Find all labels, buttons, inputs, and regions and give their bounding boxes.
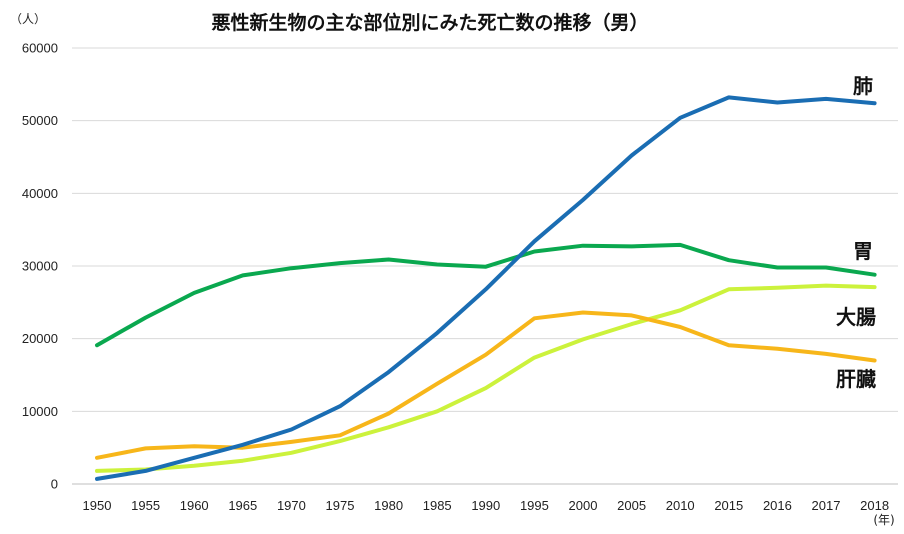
y-axis-ticks: 0 10000 20000 30000 40000 50000 60000 xyxy=(22,41,58,492)
x-tick-label: 1990 xyxy=(471,498,500,513)
x-tick-label: 1950 xyxy=(83,498,112,513)
series-line-colon xyxy=(95,283,877,473)
x-tick-label: 1960 xyxy=(180,498,209,513)
x-axis-unit-label: (年) xyxy=(873,513,894,527)
x-tick-label: 2018 xyxy=(860,498,889,513)
series-line-liver xyxy=(95,310,877,460)
y-tick-label: 30000 xyxy=(22,259,58,274)
x-tick-label: 2005 xyxy=(617,498,646,513)
x-tick-label: 1970 xyxy=(277,498,306,513)
y-tick-label: 50000 xyxy=(22,113,58,128)
gridlines xyxy=(72,47,898,485)
series-line-stomach xyxy=(95,242,877,348)
x-tick-label: 2017 xyxy=(812,498,841,513)
series-line-lung xyxy=(95,95,877,481)
x-tick-label: 2010 xyxy=(666,498,695,513)
x-tick-label: 2016 xyxy=(763,498,792,513)
x-tick-label: 2015 xyxy=(714,498,743,513)
x-tick-label: 1985 xyxy=(423,498,452,513)
series-lines xyxy=(95,95,877,481)
x-axis-ticks: 1950 1955 1960 1965 1970 1975 1980 1985 1990 1995… xyxy=(83,498,890,513)
x-tick-label: 1975 xyxy=(326,498,355,513)
y-tick-label: 40000 xyxy=(22,186,58,201)
x-tick-label: 2000 xyxy=(569,498,598,513)
y-tick-label: 60000 xyxy=(22,41,58,56)
x-tick-label: 1965 xyxy=(228,498,257,513)
x-tick-label: 1955 xyxy=(131,498,160,513)
y-tick-label: 20000 xyxy=(22,331,58,346)
chart-title: 悪性新生物の主な部位別にみた死亡数の推移（男） xyxy=(211,11,648,34)
y-tick-label: 10000 xyxy=(22,404,58,419)
series-label-lung: 肺 xyxy=(853,74,873,98)
x-tick-label: 1980 xyxy=(374,498,403,513)
series-label-liver: 肝臓 xyxy=(836,367,876,391)
y-axis-unit-label: （人） xyxy=(10,12,46,26)
series-labels: 肺 胃 大腸 肝臓 xyxy=(836,74,876,391)
series-label-colon: 大腸 xyxy=(836,305,876,329)
x-tick-label: 1995 xyxy=(520,498,549,513)
y-tick-label: 0 xyxy=(51,477,58,492)
series-label-stomach: 胃 xyxy=(853,239,873,263)
